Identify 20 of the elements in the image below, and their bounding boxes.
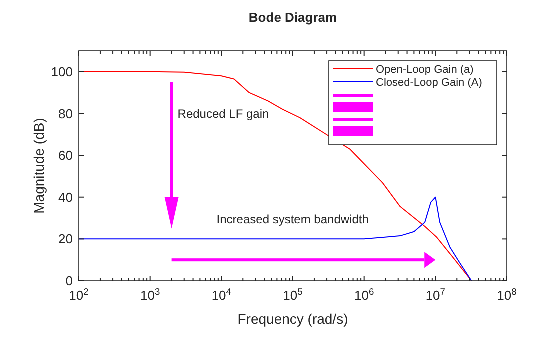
annotation: Increased system bandwidth	[216, 212, 369, 226]
x-tick-label: 10$^{2}$	[69, 287, 89, 303]
annotation: Reduced LF gain	[178, 106, 270, 121]
x-tick-label: 10$^{5}$	[283, 287, 303, 303]
y-tick-label: 20	[58, 232, 73, 247]
y-tick-label: 40	[58, 190, 73, 205]
x-tick-label: 10$^{7}$	[426, 287, 446, 303]
legend-label: Open-Loop Gain (a)	[376, 64, 474, 76]
legend-label: Closed-Loop Gain (A)	[376, 76, 482, 89]
y-tick-label: 0	[66, 274, 73, 289]
x-tick-label: 10$^{8}$	[497, 287, 517, 303]
x-axis-title: Frequency (rad/s)	[238, 311, 348, 327]
y-tick-label: 100	[51, 64, 73, 80]
y-axis-title: Magnitude (dB)	[31, 118, 47, 214]
y-tick-label: 60	[58, 148, 73, 164]
x-tick-label: 10$^{3}$	[140, 287, 160, 303]
chart-title: Bode Diagram	[248, 10, 338, 25]
y-tick-label: 80	[58, 106, 73, 122]
x-tick-label: 10$^{6}$	[354, 287, 374, 303]
x-tick-label: 10$^{4}$	[212, 287, 232, 303]
